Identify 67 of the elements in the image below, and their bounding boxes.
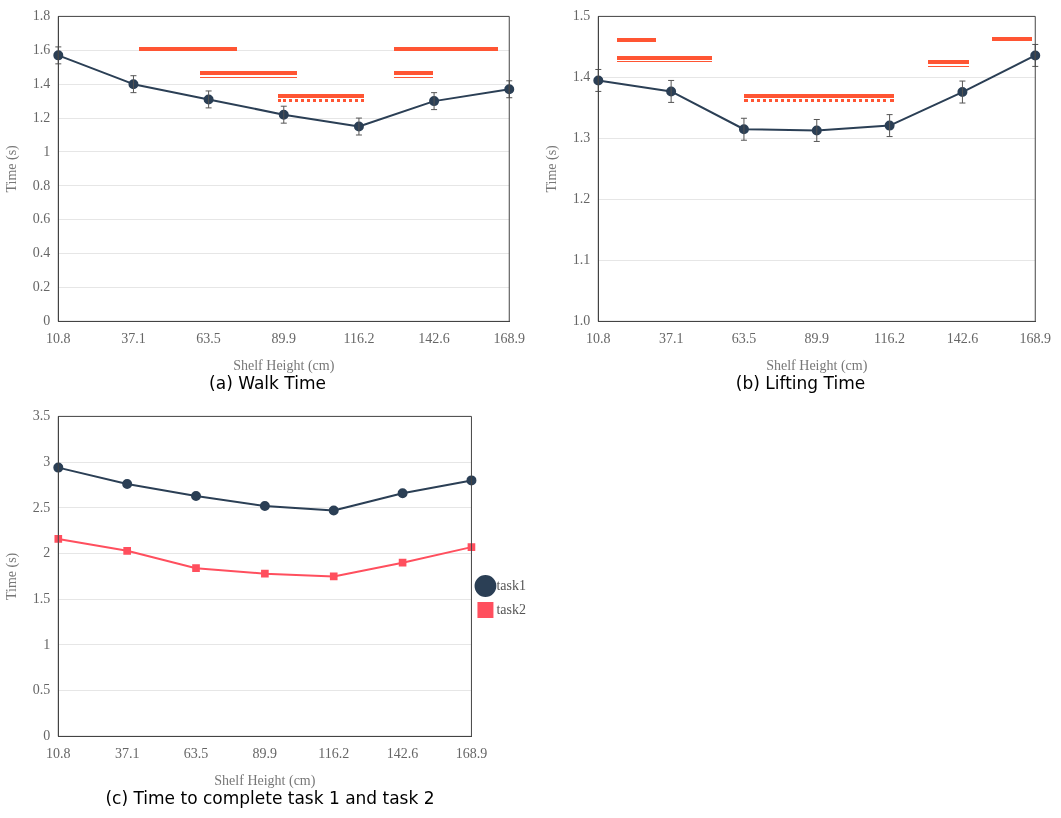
point (192, 564, 200, 572)
x-tick-label: 116.2 (874, 331, 906, 347)
y-tick-label: 1.3 (572, 130, 591, 146)
y-tick-label: 1.4 (32, 75, 51, 91)
y-tick-label: 1 (43, 636, 51, 652)
y-tick-label: 1.1 (572, 252, 591, 268)
y-tick-label: 1.8 (32, 8, 51, 24)
y-tick-label: 0.4 (32, 245, 51, 261)
y-tick-label: 1.5 (572, 8, 591, 24)
point (123, 546, 131, 555)
x-tick-label: 63.5 (196, 331, 221, 347)
y-tick-label: 1.5 (32, 590, 51, 606)
y-tick-label: 0 (43, 728, 51, 744)
x-tick-label: 116.2 (343, 331, 375, 347)
legend-label: task2 (496, 601, 527, 617)
y-tick-label: 1.2 (572, 191, 591, 207)
x-tick-label: 89.9 (271, 331, 297, 347)
point (398, 558, 407, 567)
point (397, 488, 408, 499)
point (191, 490, 202, 501)
y-tick-label: 0.2 (32, 279, 51, 295)
x-tick-label: 89.9 (252, 746, 278, 762)
y-tick-label: 1.4 (572, 69, 591, 85)
y-tick-label: 0 (43, 313, 51, 329)
x-axis-title: Shelf Height (cm) (214, 773, 316, 790)
point (329, 572, 338, 581)
x-tick-label: 89.9 (804, 331, 830, 347)
x-tick-label: 63.5 (731, 331, 757, 347)
x-tick-label: 142.6 (386, 746, 419, 762)
text: (a) Walk Time (208, 373, 327, 393)
x-tick-label: 37.1 (114, 746, 140, 762)
text: (b) Lifting Time (734, 373, 867, 393)
y-tick-label: 1 (43, 143, 51, 159)
x-tick-label: 10.8 (46, 746, 71, 762)
x-tick-label: 37.1 (658, 331, 684, 347)
y-tick-label: 0.8 (32, 177, 51, 193)
y-tick-label: 1.2 (32, 109, 51, 125)
x-tick-label: 168.9 (493, 331, 525, 347)
y-tick-label: 2.5 (32, 499, 51, 515)
y-tick-label: 2 (43, 545, 51, 561)
point (328, 505, 339, 516)
y-axis-title: Time (s) (4, 552, 21, 601)
x-tick-label: 168.9 (455, 746, 488, 762)
y-tick-label: 0.5 (32, 682, 51, 698)
y-tick-label: 1.0 (572, 313, 591, 329)
y-tick-label: 1.6 (32, 41, 51, 57)
x-tick-label: 116.2 (318, 746, 350, 762)
x-axis-title: Shelf Height (cm) (766, 358, 868, 375)
text: (c) Time to complete task 1 and task 2 (104, 788, 436, 808)
x-tick-label: 142.6 (418, 331, 450, 347)
x-tick-label: 63.5 (183, 746, 209, 762)
x-tick-label: 10.8 (46, 331, 71, 347)
point (122, 479, 133, 490)
x-tick-label: 142.6 (946, 331, 979, 347)
y-axis-title: Time (s) (4, 144, 21, 193)
x-axis-title: Shelf Height (cm) (233, 358, 335, 375)
x-tick-label: 168.9 (1019, 331, 1051, 347)
legend-label: task1 (496, 577, 527, 593)
x-tick-label: 37.1 (121, 331, 146, 347)
point (261, 569, 269, 578)
y-tick-label: 3 (43, 453, 51, 469)
x-tick-label: 10.8 (586, 331, 611, 347)
point (54, 535, 63, 543)
point (259, 501, 270, 511)
y-tick-label: 0.6 (32, 211, 51, 227)
y-tick-label: 3.5 (32, 408, 51, 424)
y-axis-title: Time (s) (544, 144, 561, 193)
